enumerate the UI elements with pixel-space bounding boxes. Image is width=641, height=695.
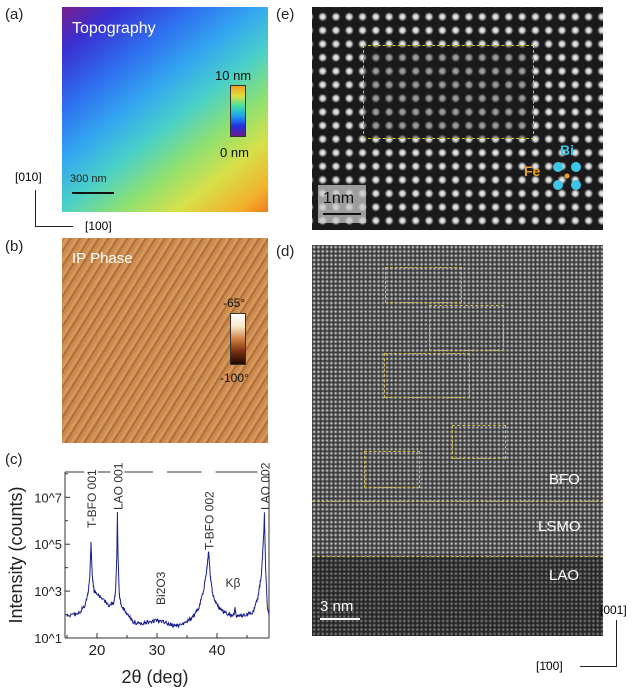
x-axis-label: 2θ (deg) bbox=[121, 667, 188, 687]
peak-label: LAO 001 bbox=[111, 462, 125, 510]
scale-bar-label: 1nm bbox=[323, 190, 354, 208]
axis-arrow-up bbox=[35, 190, 36, 227]
x-tick-label: 40 bbox=[209, 642, 226, 659]
scale-bar-label: 300 nm bbox=[70, 173, 107, 185]
y-tick-label: 10^1 bbox=[34, 631, 62, 646]
y-axis-label: Intensity (counts) bbox=[6, 486, 26, 623]
defect-box bbox=[364, 451, 420, 488]
colorbar-min: 0 nm bbox=[220, 145, 249, 160]
y-tick-label: 10^5 bbox=[34, 537, 62, 552]
ip-phase-image: IP Phase -65° -100° bbox=[62, 238, 268, 443]
axis-arrow-left bbox=[580, 666, 617, 667]
layer-label-lao: LAO bbox=[549, 567, 579, 584]
scale-bar bbox=[72, 192, 114, 194]
colorbar bbox=[230, 85, 246, 137]
axis-label-010: [010] bbox=[15, 170, 42, 184]
interface-bfo-lsmo bbox=[312, 501, 603, 502]
ip-phase-title: IP Phase bbox=[72, 250, 133, 267]
defect-box bbox=[384, 353, 470, 398]
axis-label-100bar: [1̄00] bbox=[536, 659, 563, 673]
haadf-stem-image: BFO LSMO LAO 3 nm bbox=[312, 245, 603, 636]
colorbar-max: -65° bbox=[223, 296, 245, 310]
peak-label: Bi2O3 bbox=[154, 571, 168, 605]
peak-label: T-BFO 001 bbox=[85, 469, 99, 528]
atom-label-fe: Fe bbox=[524, 163, 540, 179]
x-tick-label: 20 bbox=[89, 642, 106, 659]
colorbar-max: 10 nm bbox=[215, 68, 251, 83]
panel-label-b: (b) bbox=[5, 238, 23, 255]
panel-label-d: (d) bbox=[276, 243, 294, 260]
xrd-curve bbox=[67, 512, 269, 627]
panel-label-a: (a) bbox=[5, 6, 23, 23]
defect-box bbox=[452, 425, 506, 459]
label-gap bbox=[202, 470, 216, 474]
layer-label-lsmo: LSMO bbox=[538, 518, 581, 535]
y-tick-label: 10^3 bbox=[34, 584, 62, 599]
panel-label-e: (e) bbox=[276, 6, 294, 23]
axis-label-001: [001] bbox=[600, 603, 627, 617]
peak-label: LAO 002 bbox=[258, 462, 272, 510]
defect-box bbox=[429, 305, 504, 351]
interface-lsmo-lao bbox=[312, 556, 603, 557]
topography-title: Topography bbox=[72, 20, 156, 38]
colorbar bbox=[230, 313, 246, 365]
topography-image: Topography 10 nm 0 nm 300 nm bbox=[62, 7, 268, 212]
peak-label: T-BFO 002 bbox=[203, 491, 217, 550]
axis-arrow-right bbox=[35, 226, 73, 227]
peak-label: Kβ bbox=[226, 576, 241, 590]
xrd-chart: 20 30 40 10^1 10^3 10^5 10^7 2θ (deg) Intensity … bbox=[0, 450, 300, 695]
x-tick-label: 30 bbox=[149, 642, 166, 659]
axis-label-100: [100] bbox=[85, 219, 112, 233]
label-gap bbox=[153, 470, 167, 474]
unit-cell-marker bbox=[550, 159, 586, 195]
scale-bar-label: 3 nm bbox=[320, 598, 353, 615]
atom-label-bi: Bi bbox=[560, 142, 574, 158]
haadf-stem-image-zoom: Bi Fe 1nm bbox=[312, 7, 603, 230]
colorbar-min: -100° bbox=[220, 371, 249, 385]
defect-box bbox=[385, 267, 462, 303]
layer-label-bfo: BFO bbox=[549, 471, 580, 488]
scale-bar bbox=[320, 618, 360, 620]
scale-bar bbox=[323, 213, 361, 215]
axis-arrow-up bbox=[616, 620, 617, 667]
y-tick-label: 10^7 bbox=[34, 490, 62, 505]
defect-box bbox=[363, 45, 534, 139]
scale-bar-box: 1nm bbox=[318, 185, 366, 223]
